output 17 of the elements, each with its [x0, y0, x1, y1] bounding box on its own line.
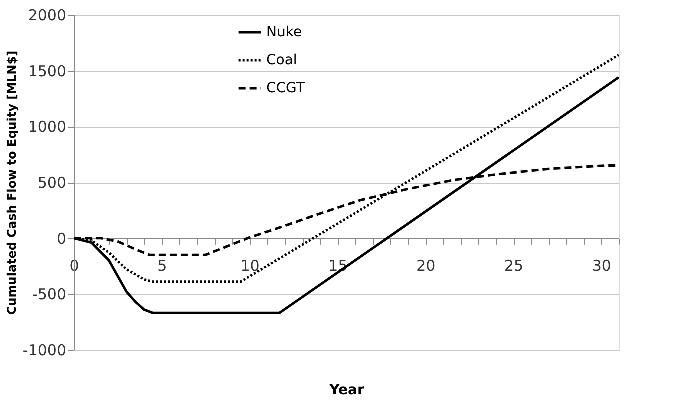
x-axis-title: Year [328, 382, 364, 398]
y-tick-label: 1000 [28, 118, 66, 136]
y-tick-label: -500 [32, 286, 66, 304]
x-tick-label: 10 [240, 256, 260, 275]
legend-label: CCGT [266, 80, 306, 96]
y-tick-label: 0 [56, 230, 66, 248]
x-tick-label: 25 [504, 256, 524, 275]
y-tick-label: -1000 [22, 342, 66, 360]
legend-label: Nuke [266, 24, 302, 40]
x-tick-label: 30 [592, 256, 612, 275]
x-tick-label: 5 [158, 256, 168, 275]
y-tick-label: 1500 [28, 62, 66, 80]
legend-label: Coal [266, 52, 298, 68]
x-tick-label: 20 [416, 256, 436, 275]
y-axis-title: Cumulated Cash Flow to Equity [MLN$] [4, 50, 19, 316]
y-tick-label: 500 [38, 174, 66, 192]
y-tick-label: 2000 [28, 6, 66, 24]
